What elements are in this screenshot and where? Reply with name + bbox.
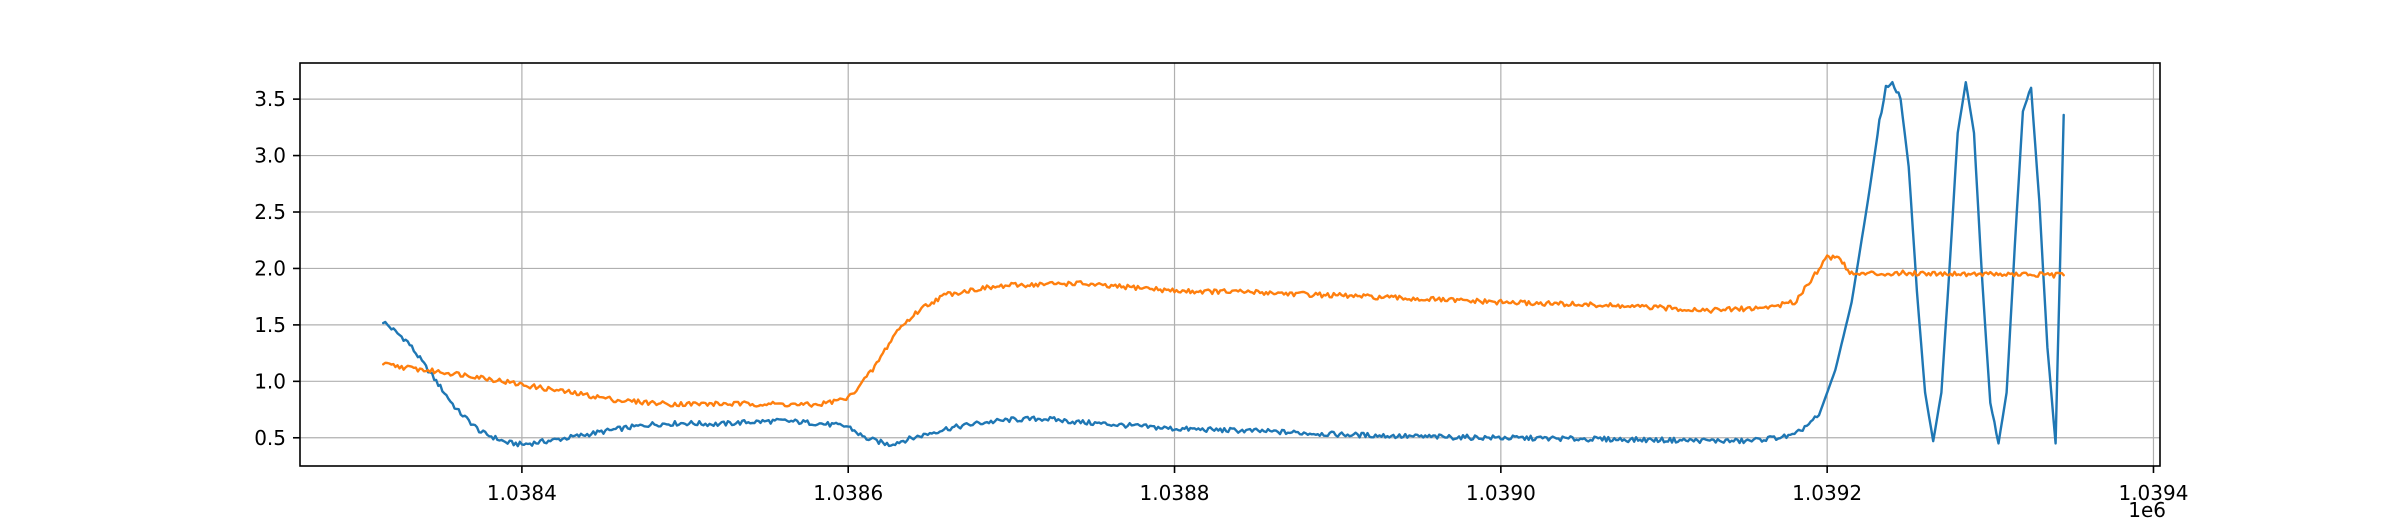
y-tick-label: 0.5: [254, 426, 286, 450]
y-tick-label: 1.0: [254, 369, 286, 393]
grid-layer: [300, 63, 2160, 466]
x-tick-label: 1.0394: [2118, 481, 2188, 505]
series-line-1: [382, 80, 2065, 448]
series-line-2: [382, 254, 2065, 408]
plot-frame: [299, 62, 2161, 467]
x-tick-label: 1.0390: [1466, 481, 1536, 505]
x-tick-label: 1.0392: [1792, 481, 1862, 505]
tick-layer: 1.0384 1.0386 1.0388 1.0390 1.0392 1.0394 0.5 1…: [254, 87, 2188, 505]
x-tick-label: 1.0386: [813, 481, 883, 505]
x-tick-label: 1.0384: [487, 481, 557, 505]
x-tick-label: 1.0388: [1140, 481, 1210, 505]
y-tick-label: 2.5: [254, 200, 286, 224]
y-tick-label: 2.0: [254, 256, 286, 280]
x-offset-label: 1e6: [2128, 498, 2166, 522]
y-tick-label: 1.5: [254, 313, 286, 337]
y-tick-label: 3.0: [254, 144, 286, 168]
series-layer: [382, 80, 2065, 448]
y-tick-label: 3.5: [254, 87, 286, 111]
